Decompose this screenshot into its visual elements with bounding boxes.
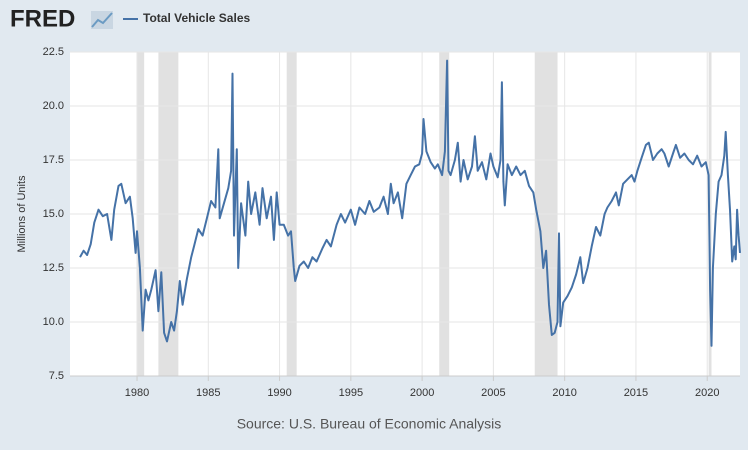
x-tick-label: 1995 (339, 387, 363, 399)
y-tick-label: 22.5 (43, 46, 64, 58)
data-line (79, 59, 741, 347)
x-tick-label: 1980 (125, 387, 149, 399)
y-tick-label: 17.5 (43, 154, 64, 166)
x-tick-label: 2015 (624, 387, 648, 399)
y-tick-label: 12.5 (43, 262, 64, 274)
logo[interactable]: FRED (10, 5, 75, 32)
x-tick-label: 2000 (410, 387, 434, 399)
y-tick-label: 10.0 (43, 316, 64, 328)
x-tick-label: 2020 (695, 387, 719, 399)
y-tick-label: 20.0 (43, 100, 64, 112)
legend-label: Total Vehicle Sales (143, 11, 250, 25)
y-tick-label: 15.0 (43, 208, 64, 220)
logo-icon (91, 11, 113, 29)
x-tick-label: 1990 (267, 387, 291, 399)
x-tick-label: 1985 (196, 387, 220, 399)
x-tick-label: 2010 (552, 387, 576, 399)
y-axis-label: Millions of Units (16, 175, 28, 253)
source: Source: U.S. Bureau of Economic Analysis (237, 416, 502, 432)
x-tick-label: 2005 (481, 387, 505, 399)
y-tick-label: 7.5 (49, 370, 64, 382)
